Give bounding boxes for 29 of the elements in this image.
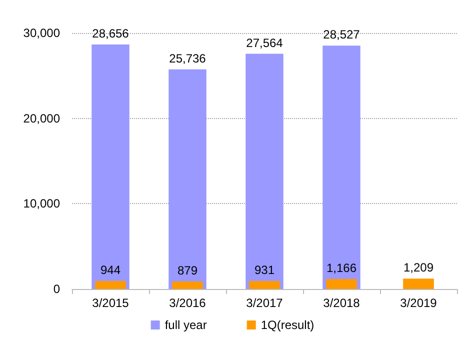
bar [92, 44, 130, 289]
x-tick-label: 3/2015 [92, 296, 130, 310]
bar [249, 281, 280, 289]
y-tick-label: 0 [53, 282, 60, 296]
data-label: 1,166 [326, 261, 357, 276]
y-tick-label: 20,000 [23, 111, 60, 126]
data-label: 879 [177, 264, 198, 278]
x-tick-label: 3/2018 [323, 296, 360, 310]
data-label: 27,564 [246, 36, 284, 50]
data-label: 28,527 [323, 28, 360, 42]
data-label: 28,656 [92, 26, 130, 40]
bar [172, 282, 203, 289]
data-label: 25,736 [169, 51, 206, 66]
bar [322, 46, 360, 289]
y-tick-label: 30,000 [23, 26, 60, 40]
data-label: 944 [100, 262, 121, 277]
legend-label: full year [164, 318, 207, 332]
legend-label: 1Q(result) [260, 318, 314, 332]
x-tick-label: 3/2019 [400, 296, 438, 310]
x-tick-label: 3/2017 [246, 296, 284, 310]
bar [246, 54, 284, 289]
bar [95, 280, 126, 289]
bar [168, 69, 206, 289]
x-tick-label: 3/2016 [169, 296, 206, 310]
bar [403, 278, 434, 289]
data-label: 1,209 [403, 260, 434, 275]
bar [326, 279, 357, 289]
data-label: 931 [254, 263, 275, 278]
y-tick-label: 10,000 [23, 196, 60, 211]
